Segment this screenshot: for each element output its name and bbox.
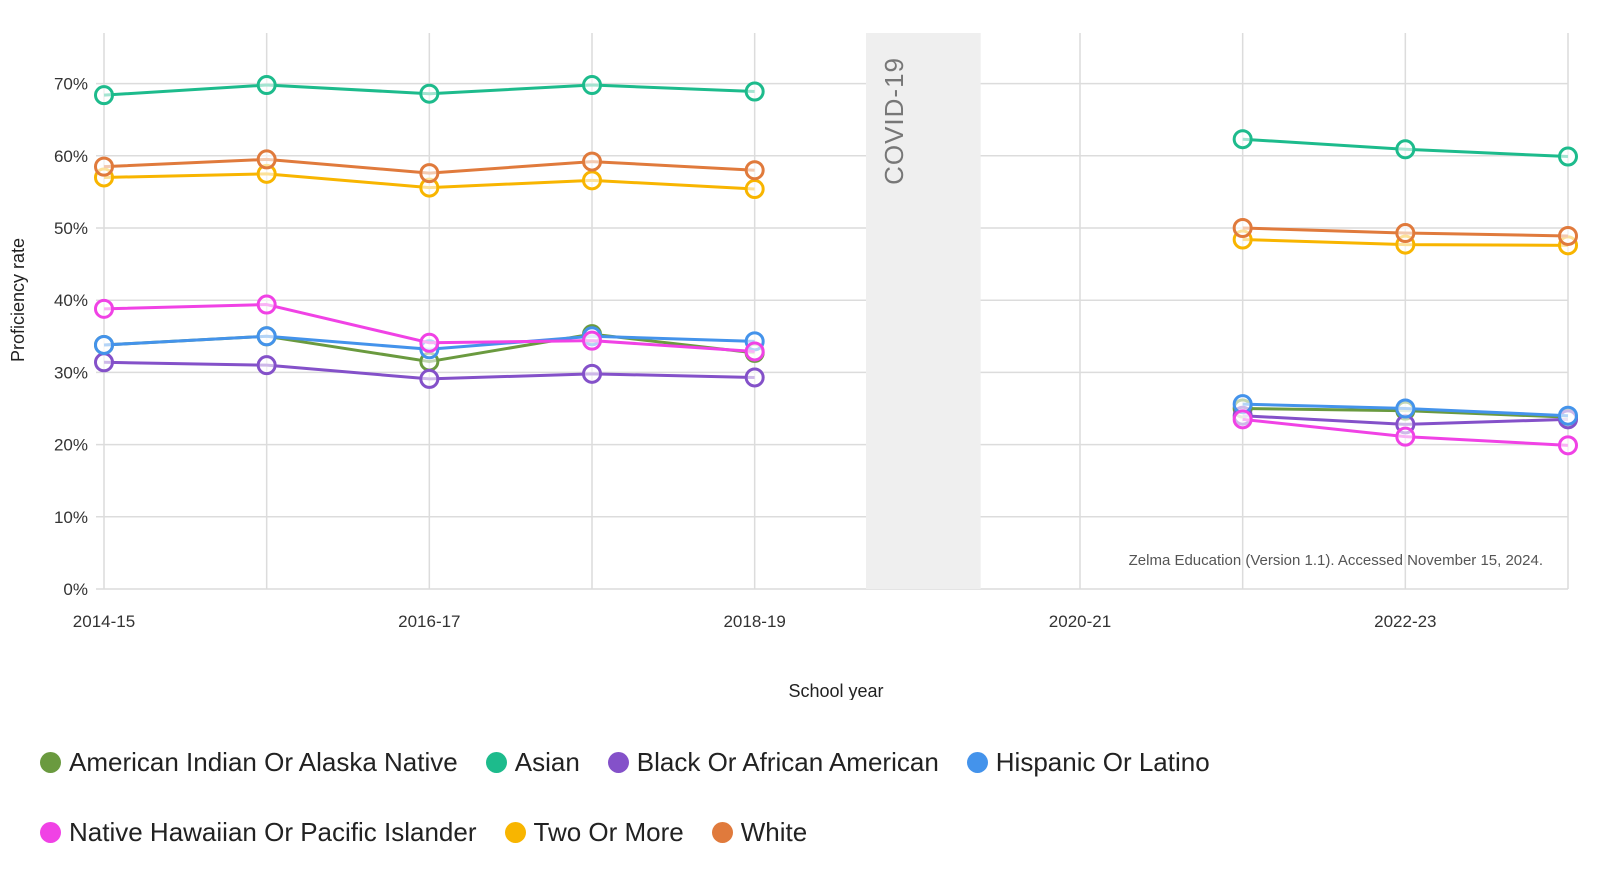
- data-point[interactable]: [744, 81, 765, 102]
- data-point[interactable]: [744, 179, 765, 200]
- legend-swatch: [607, 751, 629, 773]
- legend-label: White: [740, 816, 808, 847]
- series-group: [94, 294, 1578, 456]
- series-group: [94, 149, 1578, 246]
- y-tick-label: 60%: [54, 147, 88, 166]
- data-point[interactable]: [744, 367, 765, 388]
- data-point[interactable]: [256, 149, 277, 170]
- covid-annotation: COVID-19: [879, 57, 909, 185]
- y-tick-label: 70%: [54, 75, 88, 94]
- legend-item-white[interactable]: White: [711, 816, 808, 848]
- data-point[interactable]: [256, 294, 277, 315]
- data-point[interactable]: [256, 326, 277, 347]
- y-tick-label: 40%: [54, 291, 88, 310]
- chart-legend: American Indian Or Alaska Native Asian B…: [40, 742, 1540, 882]
- x-tick-label: 2018-19: [723, 612, 785, 631]
- data-point[interactable]: [94, 352, 114, 373]
- data-point[interactable]: [419, 163, 440, 184]
- data-point[interactable]: [1232, 218, 1253, 238]
- data-point[interactable]: [419, 332, 440, 353]
- data-point[interactable]: [1232, 409, 1253, 430]
- legend-label: Native Hawaiian Or Pacific Islander: [69, 816, 477, 847]
- legend-label: American Indian Or Alaska Native: [69, 746, 458, 777]
- legend-label: Two Or More: [533, 816, 684, 847]
- data-point[interactable]: [419, 368, 440, 389]
- data-point[interactable]: [1558, 435, 1578, 456]
- data-point[interactable]: [256, 355, 277, 376]
- legend-item-asian[interactable]: Asian: [485, 746, 580, 778]
- x-tick-label: 2016-17: [398, 612, 460, 631]
- data-point[interactable]: [94, 156, 114, 177]
- series-group: [94, 352, 1578, 435]
- covid-band: COVID-19: [866, 33, 981, 589]
- legend-row: Native Hawaiian Or Pacific Islander Two …: [40, 812, 1540, 852]
- data-point[interactable]: [1395, 426, 1416, 447]
- x-tick-label: 2020-21: [1049, 612, 1111, 631]
- data-point[interactable]: [582, 151, 602, 172]
- data-point[interactable]: [94, 85, 114, 106]
- legend-label: Hispanic Or Latino: [995, 746, 1210, 777]
- y-tick-label: 30%: [54, 363, 88, 382]
- series-lines: [94, 75, 1578, 456]
- legend-item-american-indian[interactable]: American Indian Or Alaska Native: [40, 747, 458, 778]
- legend-swatch: [40, 751, 61, 773]
- legend-item-black[interactable]: Black Or African American: [607, 746, 939, 778]
- data-point[interactable]: [1558, 225, 1578, 246]
- x-axis-title: School year: [788, 681, 883, 700]
- legend-swatch: [711, 821, 733, 843]
- y-tick-label: 20%: [54, 436, 88, 455]
- y-axis-title: Proficiency rate: [8, 238, 28, 362]
- data-point[interactable]: [256, 75, 277, 96]
- legend-swatch: [40, 821, 61, 843]
- data-point[interactable]: [582, 170, 602, 191]
- y-tick-label: 10%: [54, 508, 88, 527]
- legend-item-hispanic[interactable]: Hispanic Or Latino: [966, 746, 1210, 778]
- legend-item-native-hawaiian[interactable]: Native Hawaiian Or Pacific Islander: [40, 817, 477, 848]
- gridlines: [96, 33, 1569, 590]
- data-point[interactable]: [94, 298, 114, 319]
- line-chart: COVID-19 0% 10% 20% 30% 40% 50% 60% 70% 2014-15 2…: [8, 33, 1578, 700]
- data-point[interactable]: [582, 363, 602, 384]
- data-point[interactable]: [94, 334, 114, 355]
- x-tick-label: 2014-15: [73, 612, 135, 631]
- legend-swatch: [504, 821, 526, 843]
- legend-swatch: [966, 751, 988, 773]
- series-group: [94, 163, 1578, 256]
- data-point[interactable]: [582, 75, 602, 96]
- legend-label: Asian: [514, 746, 580, 777]
- data-point[interactable]: [1558, 405, 1578, 426]
- data-point[interactable]: [1232, 129, 1253, 150]
- y-tick-label: 50%: [54, 219, 88, 238]
- data-point[interactable]: [1395, 139, 1416, 160]
- axes: 0% 10% 20% 30% 40% 50% 60% 70% 2014-15 2016-17 201…: [54, 75, 1437, 631]
- y-tick-label: 0%: [63, 580, 88, 599]
- legend-row: American Indian Or Alaska Native Asian B…: [40, 742, 1540, 782]
- data-point[interactable]: [744, 341, 765, 362]
- covid-band-rect: [866, 33, 981, 589]
- data-point[interactable]: [744, 160, 765, 181]
- data-point[interactable]: [1395, 223, 1416, 244]
- legend-label: Black Or African American: [636, 746, 939, 777]
- legend-item-two-or-more[interactable]: Two Or More: [504, 816, 684, 848]
- data-point[interactable]: [1558, 146, 1578, 167]
- data-point[interactable]: [419, 83, 440, 104]
- series-group: [94, 75, 1578, 167]
- source-note: Zelma Education (Version 1.1). Accessed …: [1129, 552, 1543, 569]
- data-point[interactable]: [582, 330, 602, 351]
- x-tick-label: 2022-23: [1374, 612, 1436, 631]
- legend-swatch: [485, 751, 507, 773]
- data-point[interactable]: [1395, 398, 1416, 419]
